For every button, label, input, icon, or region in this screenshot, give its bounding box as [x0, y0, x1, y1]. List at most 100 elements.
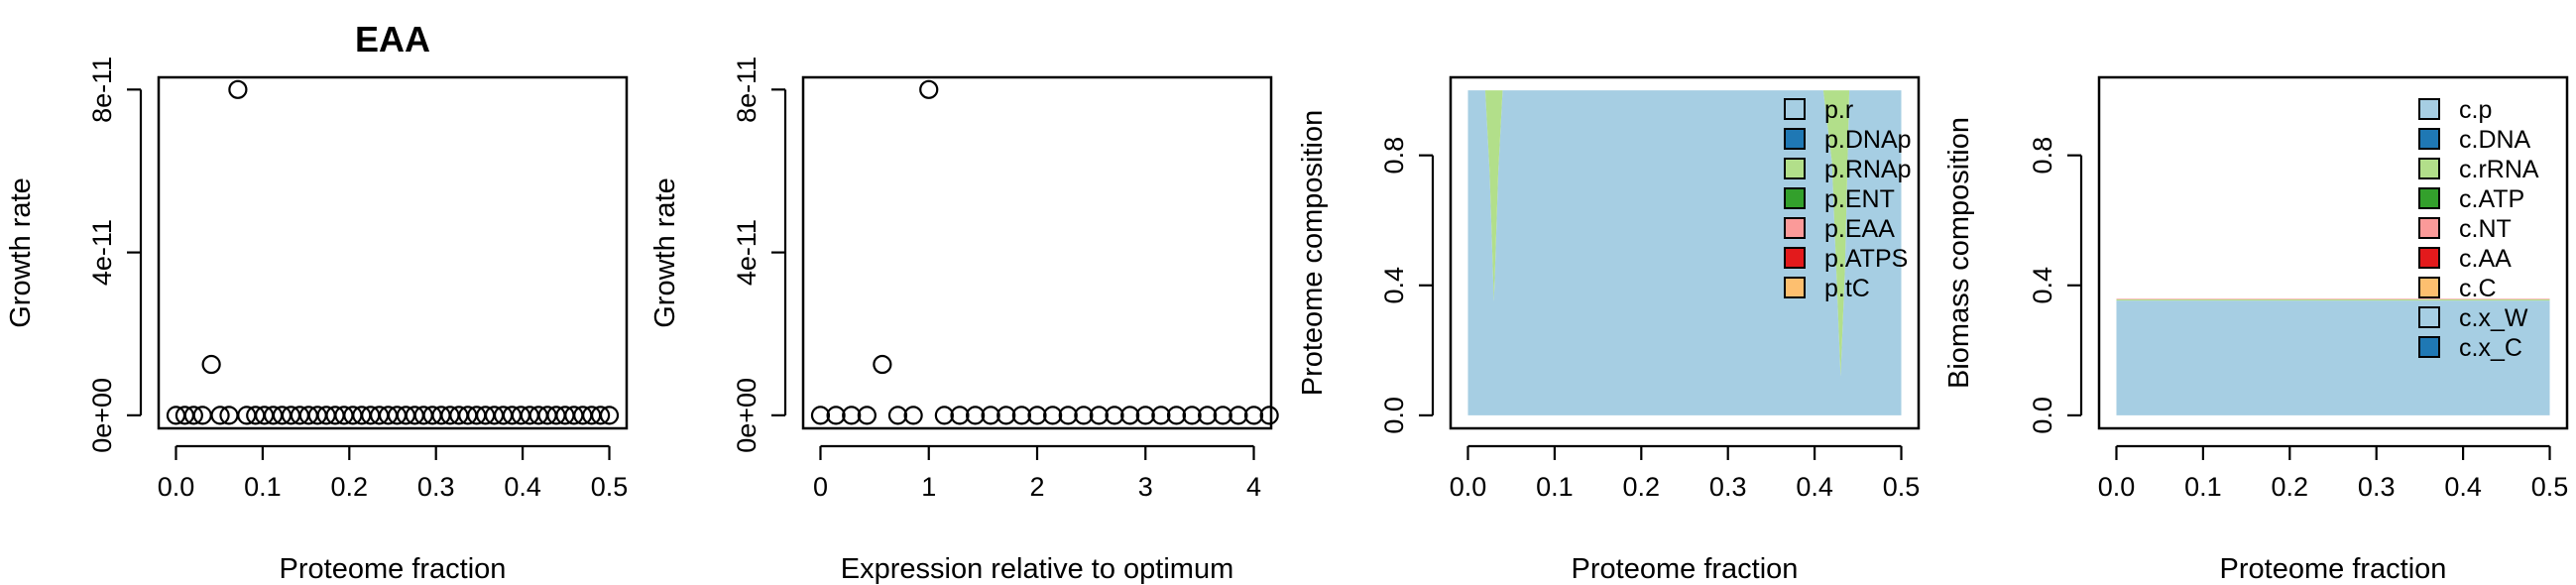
scatter-point — [842, 406, 862, 425]
scatter-point — [857, 406, 877, 425]
scatter-point — [1182, 406, 1202, 425]
scatter-point — [826, 406, 846, 425]
scatter-point — [887, 406, 908, 425]
scatter-point — [1259, 406, 1279, 425]
y-tick-label: 0.4 — [1379, 267, 1409, 304]
legend-swatch — [2418, 187, 2440, 209]
area-band-c-rrna — [2116, 298, 2550, 301]
legend-label: c.DNA — [2459, 126, 2531, 154]
legend-label: p.RNAp — [1824, 156, 1912, 183]
y-axis-label: Growth rate — [649, 177, 681, 328]
x-tick-label: 0.0 — [2098, 472, 2136, 502]
scatter-point — [1011, 406, 1031, 425]
legend-label: c.p — [2459, 96, 2492, 124]
legend-label: p.r — [1824, 96, 1853, 124]
legend-label: p.ATPS — [1824, 245, 1908, 273]
y-axis-label: Biomass composition — [1943, 117, 1975, 389]
x-tick-label: 0 — [813, 472, 828, 502]
scatter-point — [903, 406, 923, 425]
x-tick-label: 0.2 — [2272, 472, 2309, 502]
legend-swatch — [1784, 277, 1806, 298]
legend-swatch — [1784, 98, 1806, 120]
legend-swatch — [2418, 336, 2440, 358]
legend-swatch — [2418, 217, 2440, 239]
x-tick-label: 0.5 — [2531, 472, 2569, 502]
scatter-point — [210, 406, 230, 425]
scatter-point — [1243, 406, 1264, 425]
scatter-point — [599, 406, 620, 425]
scatter-point — [591, 406, 611, 425]
x-axis-label: Proteome fraction — [2220, 553, 2447, 585]
legend-label: c.ATP — [2459, 185, 2524, 213]
panel-3 — [1419, 75, 1921, 460]
scatter-point — [1074, 406, 1094, 425]
x-axis-label: Expression relative to optimum — [841, 553, 1234, 585]
plot-frame — [157, 75, 629, 430]
y-tick-label: 0.8 — [2028, 137, 2057, 175]
plot-frame — [2097, 75, 2569, 430]
x-tick-label: 0.0 — [1450, 472, 1487, 502]
scatter-point — [873, 354, 892, 375]
scatter-point — [1135, 406, 1155, 425]
y-tick-label: 0.0 — [2028, 397, 2057, 434]
scatter-point — [228, 79, 248, 99]
y-tick-label: 8e-11 — [732, 57, 761, 123]
legend-swatch — [2418, 158, 2440, 179]
x-axis-label: Proteome fraction — [280, 553, 507, 585]
y-tick-label: 0e+00 — [732, 378, 761, 453]
legend-label: c.x_C — [2459, 334, 2522, 362]
scatter-point — [201, 354, 221, 375]
legend-swatch — [2418, 277, 2440, 298]
y-tick-label: 0.8 — [1379, 137, 1409, 175]
x-tick-label: 0.5 — [1883, 472, 1921, 502]
scatter-point — [950, 406, 970, 425]
x-tick-label: 0.2 — [331, 472, 369, 502]
area-band-c-p — [2116, 300, 2550, 415]
legend-label: c.NT — [2459, 215, 2512, 243]
x-tick-label: 0.4 — [504, 472, 541, 502]
scatter-point — [183, 406, 203, 425]
x-tick-label: 4 — [1246, 472, 1261, 502]
x-tick-label: 0.3 — [1709, 472, 1747, 502]
scatter-point — [1043, 406, 1063, 425]
scatter-point — [919, 79, 939, 99]
plot-frame — [1449, 75, 1921, 430]
legend-swatch — [1784, 187, 1806, 209]
scatter-point — [934, 406, 954, 425]
legend-swatch — [2418, 128, 2440, 150]
x-axis-label: Proteome fraction — [1572, 553, 1799, 585]
plot-frame — [801, 75, 1273, 430]
scatter-point — [1166, 406, 1187, 425]
y-tick-label: 0.4 — [2028, 267, 2057, 304]
legend-label: p.EAA — [1824, 215, 1895, 243]
scatter-point — [1058, 406, 1078, 425]
scatter-point — [1105, 406, 1124, 425]
x-tick-label: 0.3 — [417, 472, 455, 502]
y-axis-label: Growth rate — [5, 177, 37, 328]
scatter-point — [981, 406, 1000, 425]
legend-label: c.AA — [2459, 245, 2512, 273]
legend-label: c.rRNA — [2459, 156, 2539, 183]
x-tick-label: 1 — [921, 472, 936, 502]
scatter-point — [1213, 406, 1232, 425]
y-axis-label: Proteome composition — [1297, 110, 1329, 397]
x-tick-label: 3 — [1138, 472, 1153, 502]
legend-swatch — [2418, 306, 2440, 328]
legend-label: p.DNAp — [1824, 126, 1912, 154]
y-tick-label: 4e-11 — [732, 219, 761, 286]
scatter-point — [1151, 406, 1171, 425]
legend-swatch — [1784, 217, 1806, 239]
scatter-point — [1027, 406, 1047, 425]
x-tick-label: 0.4 — [1796, 472, 1833, 502]
x-tick-label: 0.2 — [1623, 472, 1661, 502]
legend-swatch — [1784, 128, 1806, 150]
y-tick-label: 8e-11 — [87, 57, 117, 123]
scatter-point — [810, 406, 831, 425]
scatter-point — [966, 406, 986, 425]
x-tick-label: 0.4 — [2444, 472, 2482, 502]
panel-2 — [771, 75, 1279, 460]
x-tick-label: 0.5 — [591, 472, 629, 502]
legend-label: c.C — [2459, 275, 2497, 302]
y-tick-label: 0.0 — [1379, 397, 1409, 434]
